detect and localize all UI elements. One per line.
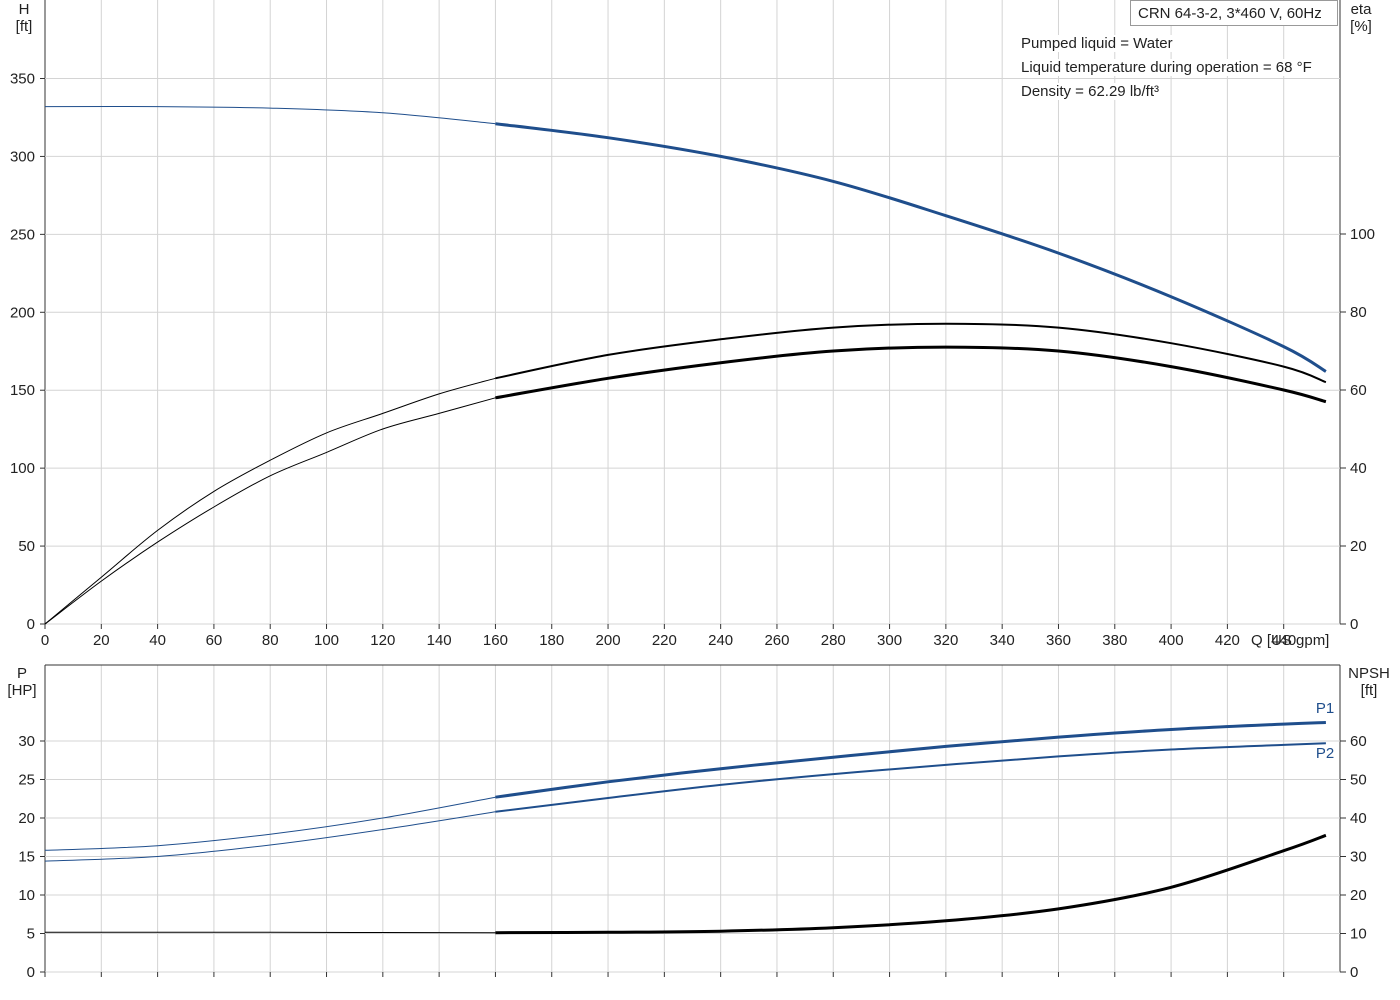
y-tick-label-left: 300 <box>10 148 35 165</box>
p1-curve-thin <box>44 796 496 851</box>
p1-series-label: P1 <box>1316 700 1334 717</box>
y-tick-label-right: 80 <box>1350 304 1367 321</box>
y-tick-label-left: 25 <box>18 772 35 789</box>
y-tick-label-right: 10 <box>1350 926 1367 943</box>
y-tick-label-left: 0 <box>27 616 35 633</box>
y-tick-label-left: 50 <box>18 538 35 555</box>
eta1-curve <box>495 322 1327 384</box>
x-tick-label: 120 <box>370 632 395 649</box>
eta2-curve-thin <box>44 397 496 625</box>
y-tick-label-right: 0 <box>1350 616 1358 633</box>
y-axis-label-right: NPSH <box>1348 665 1390 682</box>
eta2-curve <box>495 345 1327 404</box>
y-tick-label-left: 350 <box>10 71 35 88</box>
x-tick-label: 100 <box>314 632 339 649</box>
y-tick-label-right: 60 <box>1350 733 1367 750</box>
head-curve <box>495 122 1327 373</box>
x-tick-label: 240 <box>708 632 733 649</box>
x-tick-label: 80 <box>262 632 279 649</box>
y-axis-label-left: H <box>19 1 30 18</box>
x-tick-label: 400 <box>1159 632 1184 649</box>
y-tick-label-left: 250 <box>10 226 35 243</box>
x-tick-label: 220 <box>652 632 677 649</box>
p2-series-label: P2 <box>1316 745 1334 762</box>
y-axis-label-left: P <box>17 665 27 682</box>
y-tick-label-right: 50 <box>1350 772 1367 789</box>
y-axis-label-right: eta <box>1351 1 1373 18</box>
x-tick-label: 360 <box>1046 632 1071 649</box>
x-tick-label: 20 <box>93 632 110 649</box>
y-tick-label-right: 30 <box>1350 849 1367 866</box>
y-tick-label-left: 15 <box>18 849 35 866</box>
y-tick-label-right: 20 <box>1350 887 1367 904</box>
pump-model-label: CRN 64-3-2, 3*460 V, 60Hz <box>1130 0 1338 26</box>
x-tick-label: 300 <box>877 632 902 649</box>
p2-curve-thin <box>44 811 496 862</box>
eta1-curve-thin <box>44 377 496 625</box>
p1-curve <box>495 721 1326 799</box>
y-tick-label-right: 60 <box>1350 382 1367 399</box>
liquid-temperature-text: Liquid temperature during operation = 68… <box>1021 59 1312 76</box>
x-axis-label: Q [US gpm] <box>1251 632 1329 649</box>
power-npsh-panel: 0 5 10 15 20 25 30 0 10 20 30 40 50 60 P[HP] NPSH[ft] P1… <box>7 664 1390 981</box>
x-tick-label: 0 <box>41 632 49 649</box>
density-text: Density = 62.29 lb/ft³ <box>1021 83 1159 100</box>
x-tick-label: 280 <box>821 632 846 649</box>
y-tick-label-left: 100 <box>10 460 35 477</box>
y-tick-label-left: 0 <box>27 964 35 981</box>
x-tick-label: 200 <box>596 632 621 649</box>
y-tick-label-left: 200 <box>10 304 35 321</box>
head-efficiency-panel: 0 50 100 150 200 250 300 350 0 20 40 60 80 100 0 20 40 60… <box>10 0 1375 649</box>
npsh-curve <box>495 833 1327 935</box>
y-tick-label-right: 20 <box>1350 538 1367 555</box>
head-curve-thin <box>44 105 496 125</box>
y-tick-label-left: 30 <box>18 733 35 750</box>
x-tick-label: 380 <box>1102 632 1127 649</box>
y-tick-label-left: 10 <box>18 887 35 904</box>
x-tick-label: 320 <box>933 632 958 649</box>
x-tick-label: 140 <box>427 632 452 649</box>
y-axis-label-left-unit: [HP] <box>7 682 36 699</box>
x-tick-label: 40 <box>149 632 166 649</box>
y-tick-label-right: 40 <box>1350 460 1367 477</box>
y-axis-label-right-unit: [ft] <box>1361 682 1378 699</box>
y-tick-label-right: 100 <box>1350 226 1375 243</box>
x-tick-label: 160 <box>483 632 508 649</box>
y-tick-label-right: 40 <box>1350 810 1367 827</box>
x-tick-label: 340 <box>990 632 1015 649</box>
y-tick-label-left: 20 <box>18 810 35 827</box>
y-axis-label-right-unit: [%] <box>1350 18 1372 35</box>
y-tick-label-left: 5 <box>27 926 35 943</box>
pumped-liquid-text: Pumped liquid = Water <box>1021 35 1173 52</box>
y-tick-label-left: 150 <box>10 382 35 399</box>
y-tick-label-right: 0 <box>1350 964 1358 981</box>
x-tick-label: 260 <box>764 632 789 649</box>
x-tick-label: 440 <box>1271 632 1296 649</box>
x-tick-label: 60 <box>206 632 223 649</box>
x-tick-label: 180 <box>539 632 564 649</box>
x-tick-label: 420 <box>1215 632 1240 649</box>
p2-curve <box>495 742 1326 813</box>
y-axis-label-left-unit: [ft] <box>16 18 33 35</box>
